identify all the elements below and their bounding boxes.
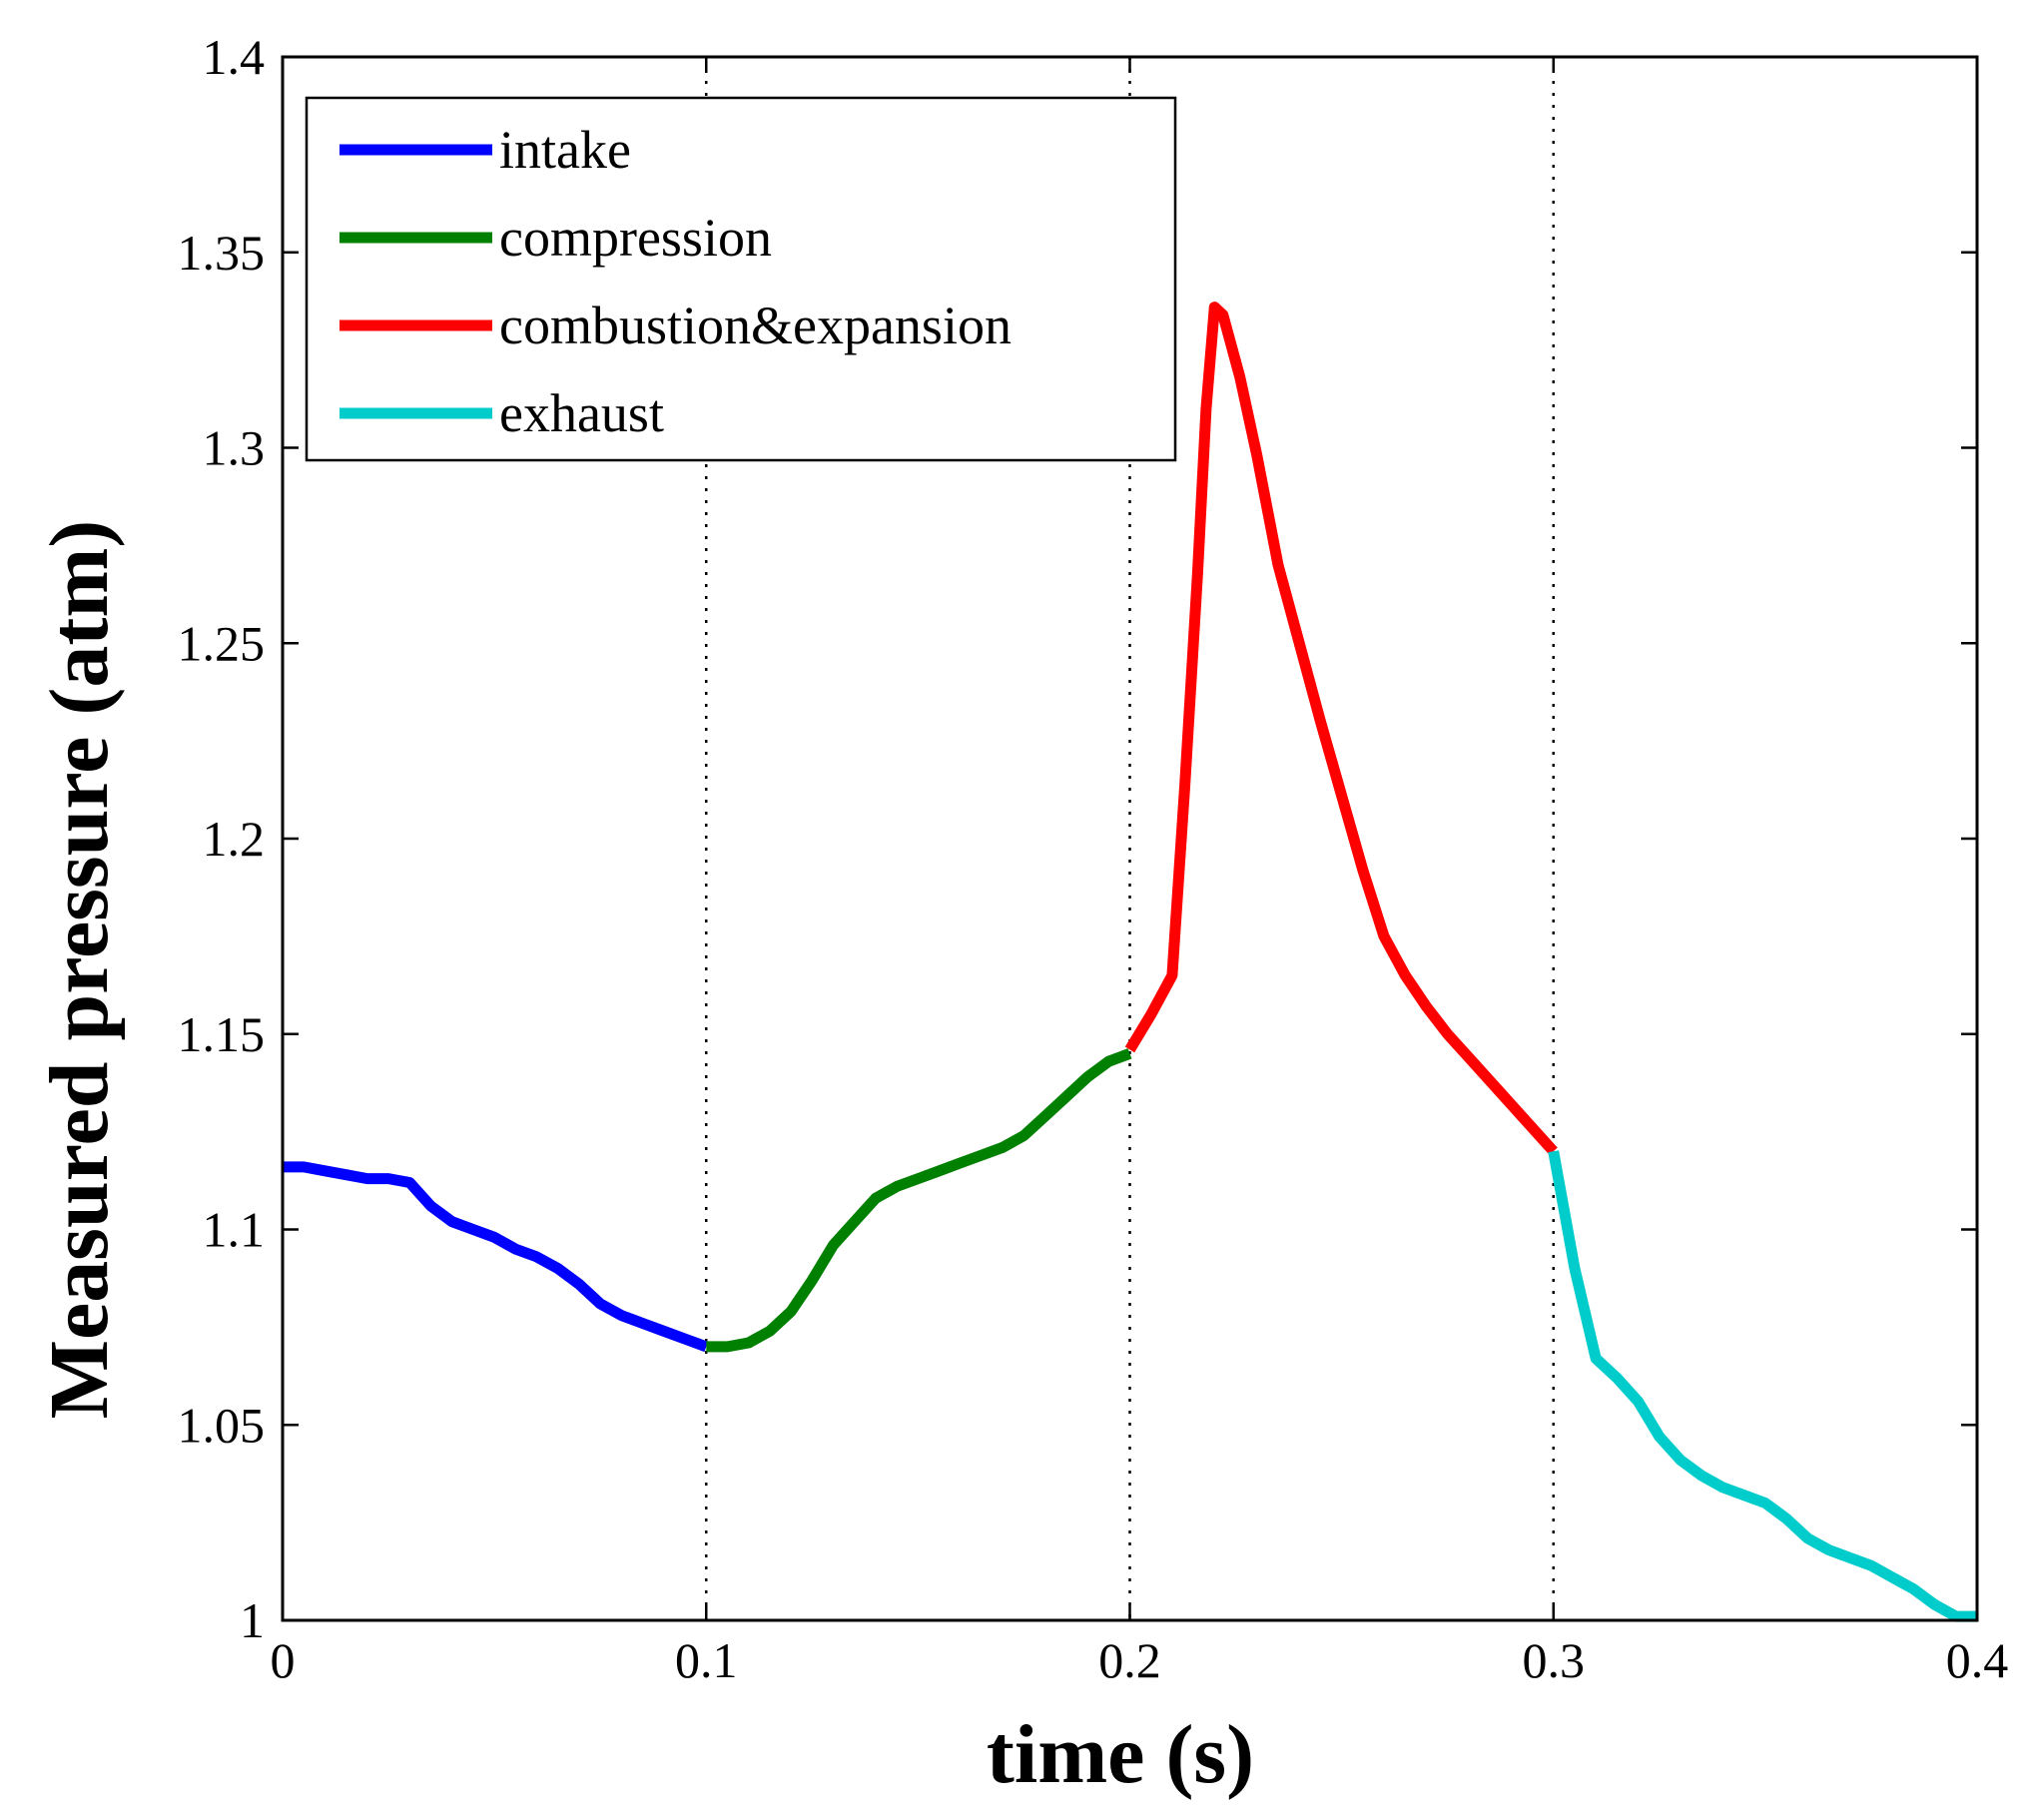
legend: intake compression combustion&expansion exh… (305, 96, 1177, 462)
legend-label-compression: compression (499, 208, 772, 268)
series-line-intake (283, 1161, 709, 1353)
legend-box (305, 96, 1177, 462)
x-tick-label: 0.1 (675, 1632, 738, 1688)
axis-ticks (281, 55, 1979, 1622)
y-tick-label: 1.2 (203, 811, 266, 867)
y-tick-label: 1.1 (203, 1202, 266, 1258)
legend-label-intake: intake (499, 120, 631, 180)
legend-label-combustion-expansion: combustion&expansion (499, 296, 1012, 355)
x-axis-title: time (s) (987, 1708, 1254, 1801)
y-axis-title: Measured pressure (atm) (33, 520, 126, 1420)
x-tick-label: 0.4 (1946, 1632, 2009, 1688)
phase-divider-lines (705, 57, 1555, 1620)
y-tick-label: 1.25 (178, 615, 266, 671)
y-tick-label: 1.3 (203, 420, 266, 476)
y-tick-label: 1 (240, 1592, 265, 1648)
x-tick-labels: 0 0.1 0.2 0.3 0.4 (271, 1632, 2009, 1688)
y-tick-labels: 1 1.05 1.1 1.15 1.2 1.25 1.3 1.35 1.4 (178, 29, 266, 1648)
x-tick-label: 0.3 (1523, 1632, 1586, 1688)
y-tick-label: 1.15 (178, 1006, 266, 1062)
series-line-combustion-expansion (1124, 302, 1558, 1155)
y-tick-label: 1.35 (178, 225, 266, 281)
x-tick-label: 0 (271, 1632, 296, 1688)
y-tick-label: 1.4 (203, 29, 266, 85)
y-tick-label: 1.05 (178, 1397, 266, 1453)
legend-label-exhaust: exhaust (499, 383, 664, 443)
series-line-compression (706, 1048, 1132, 1353)
x-tick-label: 0.2 (1098, 1632, 1161, 1688)
series-group (283, 302, 1977, 1622)
series-line-exhaust (1548, 1150, 1977, 1622)
